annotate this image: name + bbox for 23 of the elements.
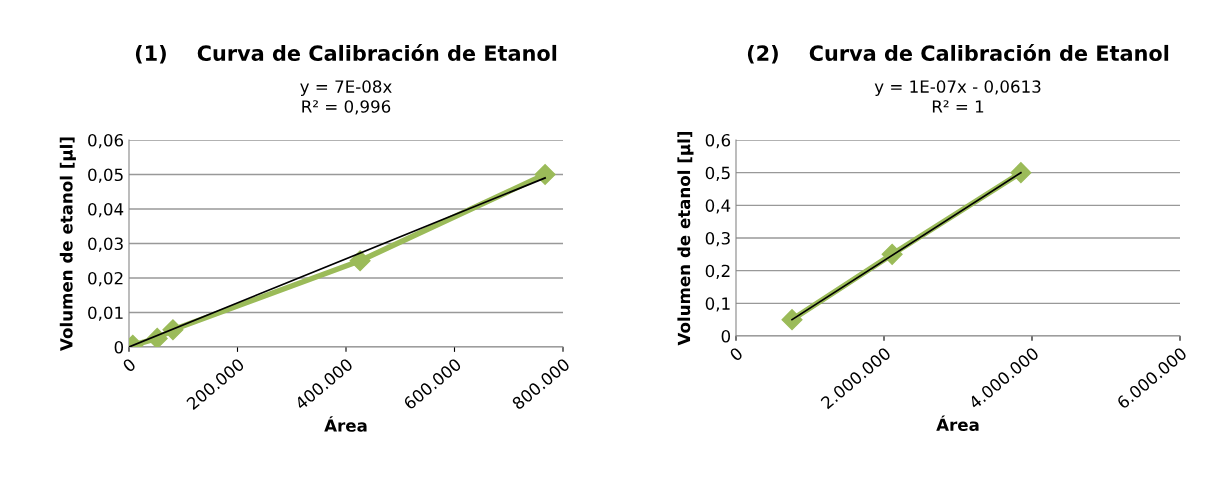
y-tick-label: 0,6 xyxy=(705,133,731,149)
y-tick-label: 0,4 xyxy=(705,199,731,214)
y-tick-label: 0,04 xyxy=(88,202,124,218)
y-axis-title: Volumen de etanol [µl] xyxy=(59,137,76,351)
y-axis-title: Volumen de etanol [µl] xyxy=(677,131,694,346)
y-tick-label: 0,2 xyxy=(705,264,730,279)
x-tick-label: 0 xyxy=(121,357,137,373)
y-tick-label: 0,1 xyxy=(705,297,730,312)
x-axis-title: Área xyxy=(936,415,979,432)
chart-title: (2) Curva de Calibración de Etanol xyxy=(747,44,1169,64)
x-tick-label: 0 xyxy=(728,346,744,362)
chart-title: (1) Curva de Calibración de Etanol xyxy=(135,44,557,64)
chart-subtitle: y = 7E-08x R² = 0,996 xyxy=(300,80,392,115)
chart-subtitle: y = 1E-07x - 0,0613 R² = 1 xyxy=(874,80,1041,113)
x-axis-title: Área xyxy=(324,416,367,432)
y-tick-label: 0,01 xyxy=(88,306,123,321)
y-tick-label: 0,5 xyxy=(705,166,730,181)
y-tick-label: 0,02 xyxy=(88,271,123,287)
y-tick-label: 0,05 xyxy=(88,168,123,183)
y-tick-label: 0,06 xyxy=(88,133,124,149)
y-tick-label: 0,3 xyxy=(705,231,730,247)
y-tick-label: 0 xyxy=(721,329,731,343)
y-tick-label: 0,03 xyxy=(88,237,123,252)
